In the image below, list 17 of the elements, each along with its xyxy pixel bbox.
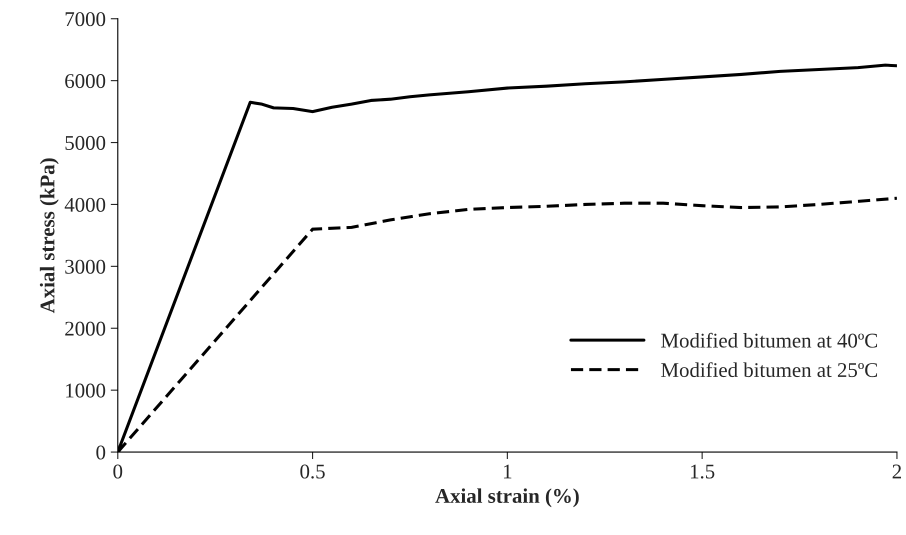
x-tick-label: 1	[504, 464, 512, 478]
y-tick-label: 3000	[65, 260, 106, 274]
y-tick-label: 4000	[64, 198, 106, 212]
x-tick-label: 1.5	[690, 464, 714, 479]
y-tick-label: 2000	[65, 322, 106, 336]
y-tick-label: 1000	[66, 384, 106, 398]
y-axis-title: Axial stress (kPa)	[40, 158, 59, 314]
x-tick-label: 0	[113, 464, 122, 479]
y-tick-label: 5000	[66, 136, 106, 150]
y-tick-label: 7000	[66, 12, 106, 26]
legend-label: Modified bitumen at 25ºC	[661, 362, 878, 378]
legend-label: Modified bitumen at 40ºC	[661, 332, 878, 348]
y-tick-label: 0	[96, 445, 106, 460]
x-tick-label: 0.5	[300, 464, 325, 479]
y-tick-label: 6000	[65, 74, 106, 88]
x-axis-title: Axial strain (%)	[435, 488, 579, 508]
x-tick-label: 2	[892, 464, 901, 478]
